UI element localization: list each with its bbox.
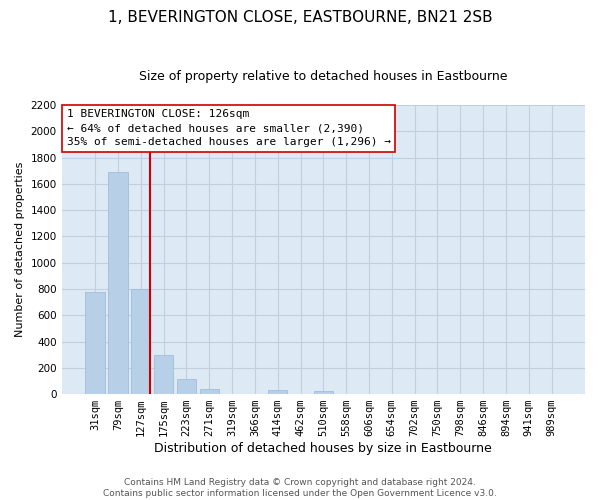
Text: 1, BEVERINGTON CLOSE, EASTBOURNE, BN21 2SB: 1, BEVERINGTON CLOSE, EASTBOURNE, BN21 2… — [107, 10, 493, 25]
Bar — [314, 392, 333, 394]
Bar — [200, 390, 219, 394]
Bar — [131, 289, 151, 394]
Title: Size of property relative to detached houses in Eastbourne: Size of property relative to detached ho… — [139, 70, 508, 83]
X-axis label: Distribution of detached houses by size in Eastbourne: Distribution of detached houses by size … — [154, 442, 492, 455]
Bar — [85, 292, 105, 394]
Bar — [177, 379, 196, 394]
Y-axis label: Number of detached properties: Number of detached properties — [15, 162, 25, 337]
Text: 1 BEVERINGTON CLOSE: 126sqm
← 64% of detached houses are smaller (2,390)
35% of : 1 BEVERINGTON CLOSE: 126sqm ← 64% of det… — [67, 110, 391, 148]
Bar — [154, 356, 173, 394]
Bar — [108, 172, 128, 394]
Text: Contains HM Land Registry data © Crown copyright and database right 2024.
Contai: Contains HM Land Registry data © Crown c… — [103, 478, 497, 498]
Bar — [268, 390, 287, 394]
